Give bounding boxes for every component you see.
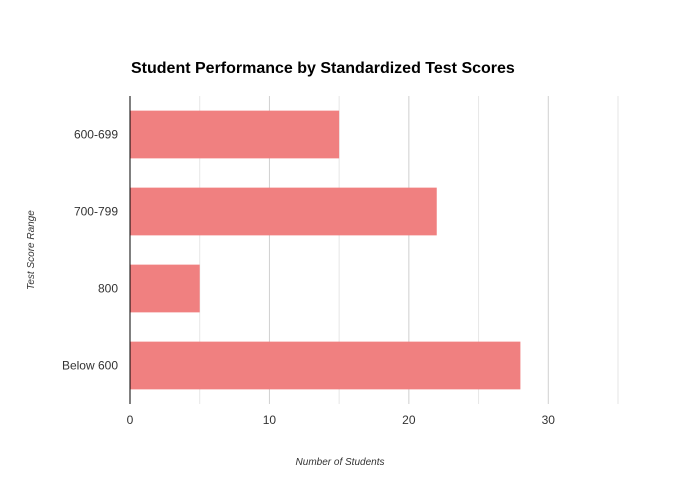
bars xyxy=(130,110,521,390)
x-axis-label: Number of Students xyxy=(296,457,385,468)
x-tick-label: 10 xyxy=(263,413,277,427)
x-tick-labels: 0 10 20 30 xyxy=(127,413,556,427)
x-tick-label: 20 xyxy=(402,413,416,427)
bar-600-699 xyxy=(130,110,340,159)
bar-below-600 xyxy=(130,341,521,390)
y-tick-labels: 600-699 700-799 800 Below 600 xyxy=(62,128,118,373)
y-tick-label: 800 xyxy=(98,282,118,296)
y-tick-label: 600-699 xyxy=(74,128,118,142)
y-tick-label: 700-799 xyxy=(74,205,118,219)
x-tick-label: 30 xyxy=(542,413,556,427)
bar-700-799 xyxy=(130,187,437,236)
chart-title: Student Performance by Standardized Test… xyxy=(131,60,515,77)
bar-800 xyxy=(130,264,200,313)
y-axis-label: Test Score Range xyxy=(26,210,37,290)
y-tick-label: Below 600 xyxy=(62,359,118,373)
x-tick-label: 0 xyxy=(127,413,134,427)
